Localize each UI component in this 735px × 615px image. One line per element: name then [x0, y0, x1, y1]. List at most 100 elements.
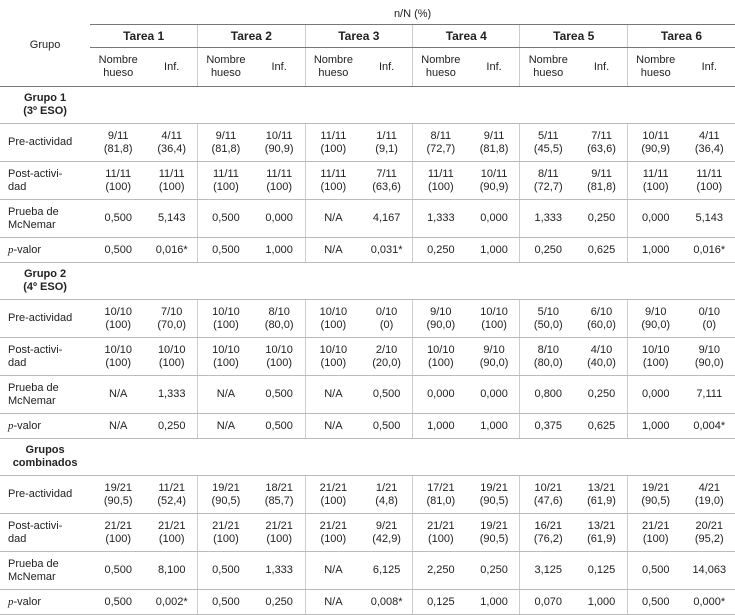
cell: N/A	[304, 589, 362, 615]
cell: 11/11 (100)	[253, 161, 306, 200]
task-label: Tarea 1	[123, 28, 165, 43]
text-line: combinados	[12, 457, 78, 469]
row-label: p-valor	[0, 237, 91, 263]
text-line: (100)	[213, 532, 239, 545]
text-line: 9/11	[215, 129, 237, 142]
task-header: Tarea 2	[197, 24, 306, 48]
text-line: 11/11	[212, 167, 239, 180]
cell: 5,143	[146, 199, 198, 238]
text-line: Post-activi-	[8, 343, 63, 356]
text-line: 10/11	[480, 167, 508, 180]
cell: 0,016*	[683, 237, 735, 263]
cell: 6/10 (60,0)	[576, 299, 628, 338]
cell: N/A	[304, 199, 362, 238]
cell: 1/21 (4,8)	[361, 475, 413, 514]
cell: 21/21 (100)	[197, 513, 254, 552]
text-line: Inf.	[701, 60, 717, 73]
table-body: Grupo 1 (3º ESO) Pre-actividad 9/11 (81,8) 4/…	[0, 87, 735, 615]
cell: 0/10 (0)	[683, 299, 735, 338]
text-line: (100)	[642, 532, 669, 545]
task-label: Tarea 2	[230, 28, 272, 43]
cell: 1,000	[576, 589, 628, 615]
text-line: 5/11	[537, 129, 559, 142]
text-line: 18/21	[265, 481, 293, 494]
row-label: p-valor	[0, 413, 91, 439]
text-line: (100)	[266, 180, 292, 193]
cell: 9/11 (81,8)	[576, 161, 628, 200]
text-line: 8/11	[537, 167, 559, 180]
text-line: (90,9)	[264, 142, 294, 155]
cell: 10/10 (100)	[197, 299, 254, 338]
text-line: (100)	[696, 180, 723, 193]
text-line: 9/10	[698, 343, 720, 356]
cell: 21/21 (100)	[253, 513, 306, 552]
cell: 8/11 (72,7)	[412, 123, 469, 162]
cell: 2/10 (20,0)	[361, 337, 413, 376]
cell: 1,333	[412, 199, 469, 238]
row-label: Pre-actividad	[0, 123, 91, 162]
text-line: (76,2)	[533, 532, 563, 545]
text-line: 0,500	[104, 212, 132, 224]
text-line: (100)	[427, 180, 454, 193]
cell: 5/10 (50,0)	[519, 299, 577, 338]
subcolumn-header: Inf.	[468, 47, 520, 87]
text-line: 1,333	[157, 388, 186, 400]
text-line: 10/10	[427, 343, 455, 356]
text-line: (90,9)	[479, 180, 509, 193]
text-line: (19,0)	[694, 494, 724, 507]
cell: 19/21 (90,5)	[468, 513, 520, 552]
task-header: Tarea 5	[519, 24, 628, 48]
text-line: 1,000	[480, 595, 508, 608]
text-line: 5,143	[157, 212, 186, 224]
text-line: 0,031*	[370, 243, 403, 256]
cell: 0,250	[576, 199, 628, 238]
cell: 0,625	[576, 413, 628, 439]
header-text: Grupo	[29, 38, 61, 51]
cell: 7/11 (63,6)	[361, 161, 413, 200]
subcolumn-row: Nombre hueso Inf. Nombre hueso Inf. Nombre hues…	[0, 47, 735, 87]
text-line: hueso	[210, 67, 241, 79]
subcolumn-header: Nombre hueso	[412, 47, 469, 87]
text-line: (90,0)	[641, 318, 671, 331]
text-line: 0,625	[587, 243, 616, 256]
text-line: 14,063	[692, 564, 727, 576]
text-line: Prueba de	[8, 381, 59, 394]
text-line: N/A	[324, 212, 343, 224]
text-line: Inf.	[271, 60, 287, 73]
text-line: Inf.	[164, 60, 180, 73]
text-line: 0,500	[372, 388, 401, 400]
text-line: 4/21	[698, 481, 720, 494]
cell: 21/21 (100)	[146, 513, 198, 552]
text-line: (42,9)	[372, 532, 401, 545]
text-line: 8/10	[537, 343, 559, 356]
task-label: Tarea 3	[338, 28, 380, 43]
text-line: (81,0)	[426, 494, 456, 507]
text-line: N/A	[324, 388, 343, 400]
text-line: (0)	[379, 318, 394, 331]
cell: 20/21 (95,2)	[683, 513, 735, 552]
text-line: (61,9)	[587, 532, 616, 545]
cell: 11/21 (52,4)	[146, 475, 198, 514]
cell: 0,250	[519, 237, 577, 263]
cell: 10/10 (100)	[412, 337, 469, 376]
cell: 19/21 (90,5)	[197, 475, 254, 514]
cell: 8/10 (80,0)	[519, 337, 577, 376]
text-line: 13/21	[587, 481, 616, 494]
row-label: Pre-actividad	[0, 299, 91, 338]
cell: 0,000	[412, 375, 469, 414]
cell: 7/11 (63,6)	[576, 123, 628, 162]
cell: 0,375	[519, 413, 577, 439]
text-line: Nombre	[313, 54, 353, 66]
data-row: Prueba de McNemar 0,500 5,143 0,500 0,000 N/A 4…	[0, 199, 735, 238]
text-line: 19/21	[480, 481, 508, 494]
text-line: 10/10	[641, 343, 670, 356]
text-line: 1,000	[641, 419, 670, 432]
text-line: 0,008*	[370, 595, 403, 608]
text-line: 0,250	[534, 243, 563, 256]
text-line: 0,004*	[693, 419, 726, 432]
text-line: 9/11	[591, 167, 612, 180]
cell: 1,000	[253, 237, 306, 263]
cell: 0,000	[468, 199, 520, 238]
cell: 7,111	[683, 375, 735, 414]
cell: 9/11 (81,8)	[468, 123, 520, 162]
